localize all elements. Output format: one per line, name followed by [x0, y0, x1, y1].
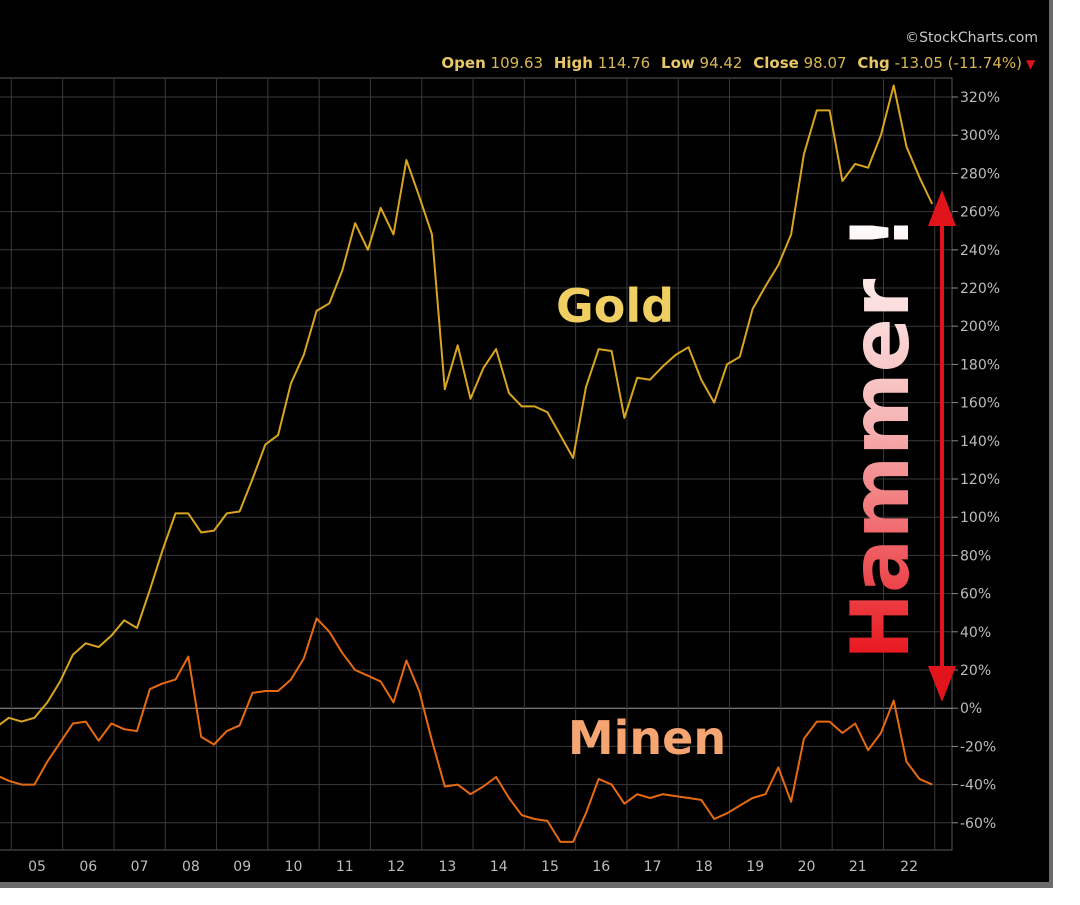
- y-tick-label: 80%: [960, 548, 991, 564]
- hammer-annotation: Hammer !: [834, 214, 927, 660]
- x-tick-label: 12: [387, 859, 405, 875]
- y-tick-label: 120%: [960, 472, 1000, 488]
- high-value: 114.76: [598, 54, 651, 72]
- y-tick-label: 180%: [960, 357, 1000, 373]
- y-tick-label: 20%: [960, 663, 991, 679]
- plot-area: [0, 77, 953, 851]
- chg-down-icon: ▼: [1026, 57, 1036, 71]
- gold-annotation: Gold: [556, 279, 674, 333]
- y-tick-label: 220%: [960, 281, 1000, 297]
- x-tick-label: 07: [131, 859, 149, 875]
- y-tick-label: 100%: [960, 510, 1000, 526]
- y-tick-label: 260%: [960, 205, 1000, 221]
- y-tick-label: 200%: [960, 319, 1000, 335]
- x-tick-label: 22: [900, 859, 918, 875]
- low-label: Low: [661, 54, 695, 72]
- y-tick-label: -60%: [960, 816, 996, 832]
- x-tick-label: 20: [798, 859, 816, 875]
- high-label: High: [554, 54, 593, 72]
- y-tick-label: 240%: [960, 243, 1000, 259]
- grid: [0, 79, 952, 850]
- low-value: 94.42: [700, 54, 743, 72]
- x-tick-label: 16: [592, 859, 610, 875]
- y-tick-label: 0%: [960, 701, 982, 717]
- y-tick-label: 300%: [960, 128, 1000, 144]
- y-axis-ticks: 320% 300% 280% 260% 240% 220% 200% 180% 160% 140%…: [952, 90, 1000, 832]
- y-tick-label: -20%: [960, 739, 996, 755]
- ohlc-readout: Open 109.63 High 114.76 Low 94.42 Close …: [441, 54, 1022, 72]
- x-tick-label: 19: [746, 859, 764, 875]
- y-tick-label: 280%: [960, 166, 1000, 182]
- y-tick-label: 320%: [960, 90, 1000, 106]
- y-tick-label: -40%: [960, 778, 996, 794]
- x-tick-label: 10: [285, 859, 303, 875]
- y-tick-label: 140%: [960, 434, 1000, 450]
- hammer-arrow: [928, 190, 956, 702]
- x-tick-label: 05: [28, 859, 46, 875]
- x-tick-label: 09: [233, 859, 251, 875]
- arrow-up-icon: [928, 190, 956, 226]
- x-axis-ticks: 05 06 07 08 09 10 11 12 13 14 15 16 17 18 19 20 21 22: [28, 859, 918, 875]
- x-tick-label: 11: [336, 859, 354, 875]
- x-tick-label: 13: [438, 859, 456, 875]
- open-value: 109.63: [491, 54, 544, 72]
- series-lines: [0, 84, 934, 843]
- x-tick-label: 15: [541, 859, 559, 875]
- chart-frame: ©StockCharts.com Open 109.63 High 114.76…: [0, 0, 1053, 888]
- series-line-minen: [0, 617, 933, 843]
- open-label: Open: [441, 54, 485, 72]
- y-tick-label: 160%: [960, 396, 1000, 412]
- x-tick-label: 06: [79, 859, 97, 875]
- y-tick-label: 40%: [960, 625, 991, 641]
- chg-value: -13.05 (-11.74%): [895, 54, 1022, 72]
- chart-canvas: ©StockCharts.com Open 109.63 High 114.76…: [0, 30, 1038, 875]
- close-value: 98.07: [804, 54, 847, 72]
- close-label: Close: [753, 54, 799, 72]
- x-tick-label: 08: [182, 859, 200, 875]
- arrow-down-icon: [928, 666, 956, 702]
- x-tick-label: 21: [849, 859, 867, 875]
- minen-annotation: Minen: [568, 711, 726, 765]
- y-tick-label: 60%: [960, 587, 991, 603]
- series-line-gold: [0, 84, 934, 726]
- x-tick-label: 14: [490, 859, 508, 875]
- chg-label: Chg: [857, 54, 889, 72]
- x-tick-label: 17: [644, 859, 662, 875]
- x-tick-label: 18: [695, 859, 713, 875]
- source-credit: ©StockCharts.com: [905, 30, 1038, 46]
